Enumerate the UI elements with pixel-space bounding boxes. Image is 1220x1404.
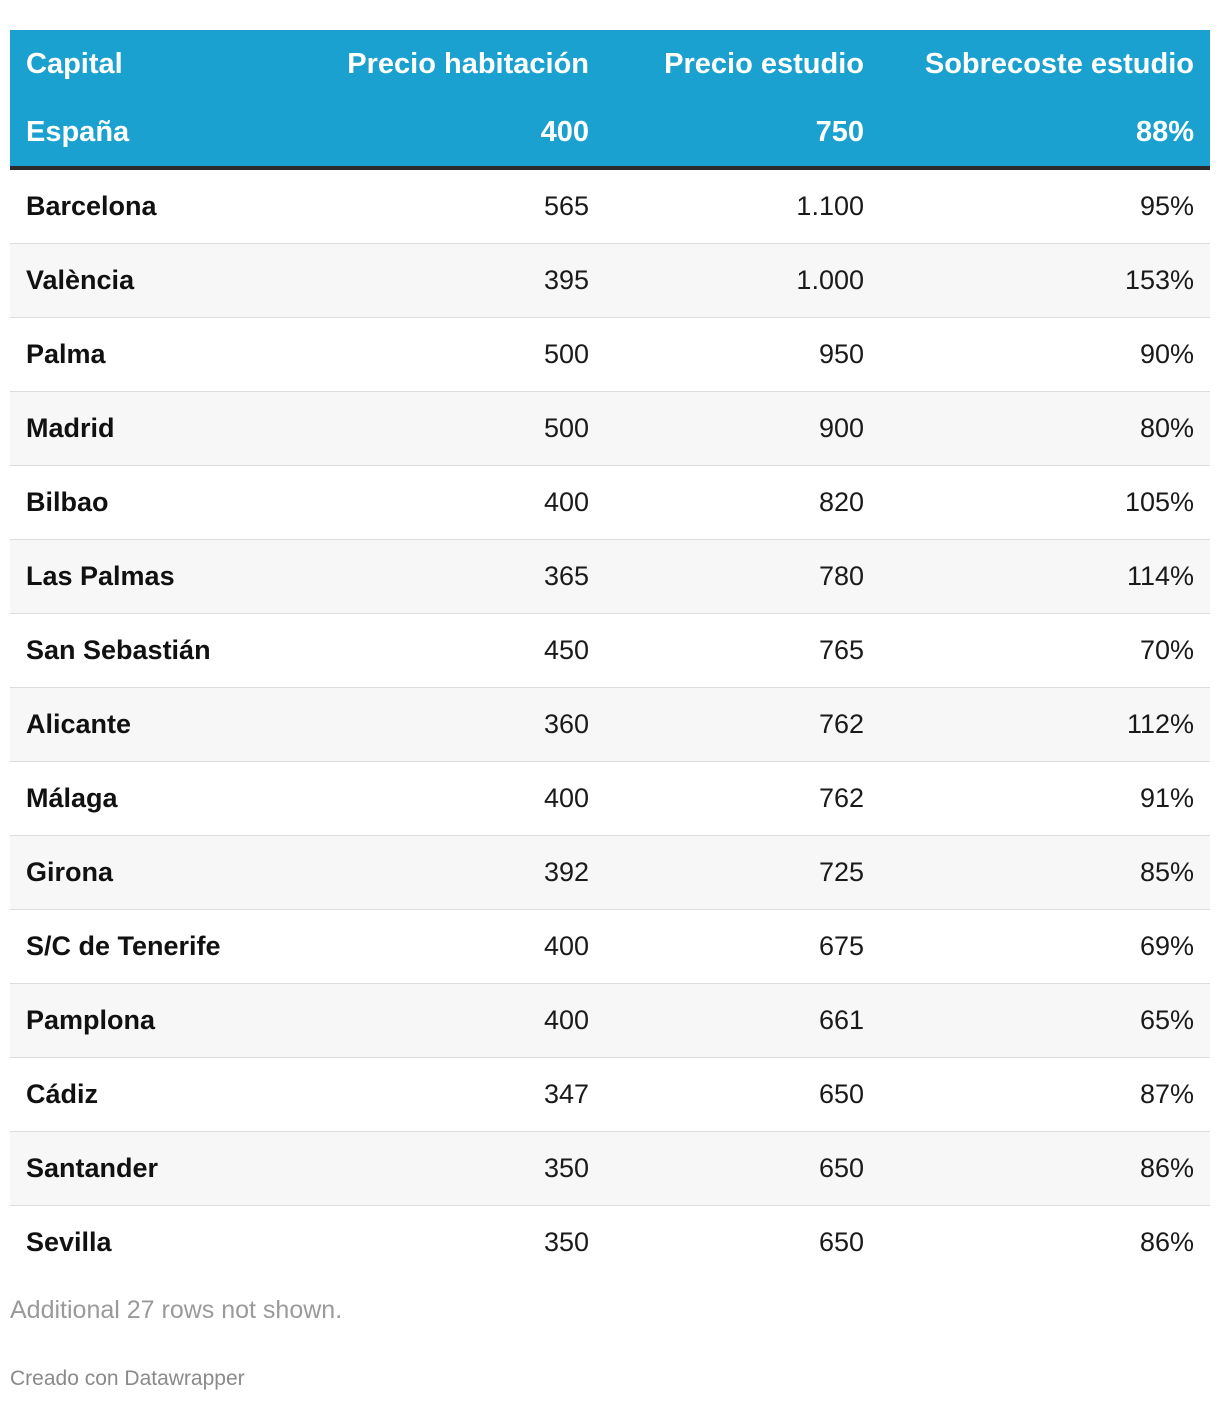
cell-precio-estudio: 900 bbox=[605, 391, 880, 466]
cell-capital: Alicante bbox=[10, 687, 330, 762]
cell-capital: Palma bbox=[10, 317, 330, 392]
table-row: Sevilla 350 650 86% bbox=[10, 1206, 1210, 1280]
table-row: S/C de Tenerife 400 675 69% bbox=[10, 909, 1210, 984]
cell-precio-habitacion: 400 bbox=[330, 465, 605, 540]
data-table: Capital Precio habitación Precio estudio… bbox=[10, 30, 1210, 1279]
cell-sobrecoste: 90% bbox=[880, 317, 1210, 392]
cell-sobrecoste: 153% bbox=[880, 243, 1210, 318]
cell-precio-estudio: 1.000 bbox=[605, 243, 880, 318]
cell-capital: Santander bbox=[10, 1131, 330, 1206]
cell-precio-habitacion: 450 bbox=[330, 613, 605, 688]
column-header-row: Capital Precio habitación Precio estudio… bbox=[10, 30, 1210, 98]
cell-sobrecoste: 91% bbox=[880, 761, 1210, 836]
cell-capital: Málaga bbox=[10, 761, 330, 836]
table-notes: Additional 27 rows not shown. bbox=[10, 1296, 343, 1324]
cell-sobrecoste: 69% bbox=[880, 909, 1210, 984]
cell-precio-estudio: 661 bbox=[605, 983, 880, 1058]
cell-sobrecoste: 87% bbox=[880, 1057, 1210, 1132]
cell-capital: S/C de Tenerife bbox=[10, 909, 330, 984]
cell-precio-estudio: 780 bbox=[605, 539, 880, 614]
cell-precio-estudio: 650 bbox=[818, 1227, 864, 1257]
cell-precio-habitacion: 565 bbox=[330, 168, 605, 244]
cell-precio-habitacion: 500 bbox=[330, 391, 605, 466]
cell-precio-habitacion: 500 bbox=[330, 317, 605, 392]
cell-precio-habitacion: 400 bbox=[330, 909, 605, 984]
table-row: San Sebastián 450 765 70% bbox=[10, 613, 1210, 688]
cell-precio-habitacion: 392 bbox=[330, 835, 605, 910]
summary-row: España 400 750 88% bbox=[10, 98, 1210, 170]
cell-capital: San Sebastián bbox=[10, 613, 330, 688]
cell-precio-habitacion: 347 bbox=[330, 1057, 605, 1132]
cell-sobrecoste: 86% bbox=[880, 1131, 1210, 1206]
cell-sobrecoste: 95% bbox=[880, 168, 1210, 244]
table-row: Palma 500 950 90% bbox=[10, 317, 1210, 392]
table-row: Bilbao 400 820 105% bbox=[10, 465, 1210, 540]
column-header-sobrecoste-estudio[interactable]: Sobrecoste estudio bbox=[924, 47, 1194, 80]
cell-sobrecoste: 112% bbox=[880, 687, 1210, 762]
column-header-capital[interactable]: Capital bbox=[26, 47, 123, 80]
cell-sobrecoste: 114% bbox=[880, 539, 1210, 614]
cell-sobrecoste: 86% bbox=[1139, 1227, 1194, 1257]
summary-capital: España bbox=[10, 98, 330, 170]
cell-capital: Madrid bbox=[10, 391, 330, 466]
cell-capital: Sevilla bbox=[26, 1227, 112, 1257]
cell-precio-estudio: 725 bbox=[605, 835, 880, 910]
cell-capital: Pamplona bbox=[10, 983, 330, 1058]
cell-sobrecoste: 85% bbox=[880, 835, 1210, 910]
cell-precio-estudio: 950 bbox=[605, 317, 880, 392]
cell-capital: Las Palmas bbox=[10, 539, 330, 614]
cell-capital: Girona bbox=[10, 835, 330, 910]
cell-sobrecoste: 65% bbox=[880, 983, 1210, 1058]
cell-precio-habitacion: 365 bbox=[330, 539, 605, 614]
cell-precio-estudio: 675 bbox=[605, 909, 880, 984]
cell-sobrecoste: 70% bbox=[880, 613, 1210, 688]
table-row: Alicante 360 762 112% bbox=[10, 687, 1210, 762]
table-row: Pamplona 400 661 65% bbox=[10, 983, 1210, 1058]
cell-capital: Barcelona bbox=[10, 168, 330, 244]
cell-precio-estudio: 1.100 bbox=[605, 168, 880, 244]
table-row: Girona 392 725 85% bbox=[10, 835, 1210, 910]
cell-precio-habitacion: 350 bbox=[330, 1131, 605, 1206]
cell-capital: Bilbao bbox=[10, 465, 330, 540]
cell-sobrecoste: 80% bbox=[880, 391, 1210, 466]
cell-precio-habitacion: 395 bbox=[330, 243, 605, 318]
cell-capital: Cádiz bbox=[10, 1057, 330, 1132]
cell-precio-estudio: 820 bbox=[605, 465, 880, 540]
data-table-container: Capital Precio habitación Precio estudio… bbox=[10, 30, 1210, 1279]
cell-precio-habitacion: 350 bbox=[543, 1227, 589, 1257]
column-header-precio-habitacion[interactable]: Precio habitación bbox=[347, 47, 589, 80]
summary-sobrecoste: 88% bbox=[880, 98, 1210, 170]
table-body: Barcelona 565 1.100 95% València 395 1.000 153%… bbox=[10, 168, 1210, 1279]
cell-precio-estudio: 765 bbox=[605, 613, 880, 688]
cell-precio-estudio: 762 bbox=[605, 687, 880, 762]
cell-precio-estudio: 762 bbox=[605, 761, 880, 836]
table-row: Cádiz 347 650 87% bbox=[10, 1057, 1210, 1132]
cell-capital: València bbox=[10, 243, 330, 318]
cell-precio-habitacion: 400 bbox=[330, 761, 605, 836]
cell-sobrecoste: 105% bbox=[880, 465, 1210, 540]
table-row: Málaga 400 762 91% bbox=[10, 761, 1210, 836]
cell-precio-habitacion: 360 bbox=[330, 687, 605, 762]
table-row: Barcelona 565 1.100 95% bbox=[10, 168, 1210, 244]
table-row: Santander 350 650 86% bbox=[10, 1131, 1210, 1206]
table-header: Capital Precio habitación Precio estudio… bbox=[10, 30, 1210, 170]
table-row: Las Palmas 365 780 114% bbox=[10, 539, 1210, 614]
summary-precio-habitacion: 400 bbox=[330, 98, 605, 170]
summary-precio-estudio: 750 bbox=[605, 98, 880, 170]
cell-precio-habitacion: 400 bbox=[330, 983, 605, 1058]
cell-precio-estudio: 650 bbox=[605, 1131, 880, 1206]
cell-precio-estudio: 650 bbox=[605, 1057, 880, 1132]
table-row: Madrid 500 900 80% bbox=[10, 391, 1210, 466]
datawrapper-credit[interactable]: Creado con Datawrapper bbox=[10, 1367, 245, 1390]
column-header-precio-estudio[interactable]: Precio estudio bbox=[664, 47, 864, 80]
table-row: València 395 1.000 153% bbox=[10, 243, 1210, 318]
